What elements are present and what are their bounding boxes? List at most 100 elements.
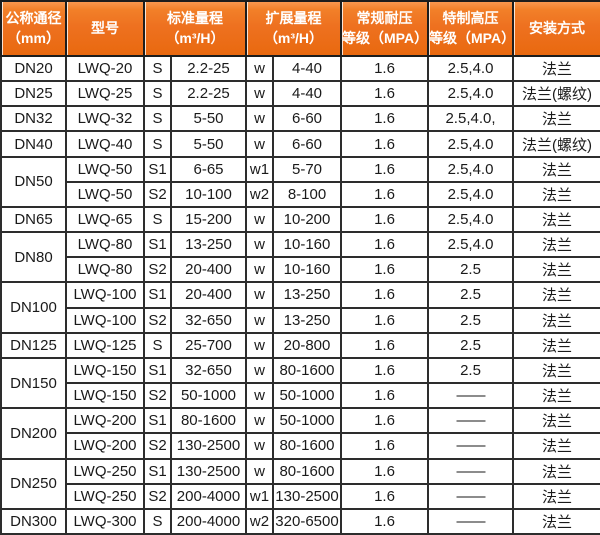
- high-pressure-cell: 2.5,4.0: [427, 155, 514, 183]
- model-cell: LWQ-80: [65, 256, 145, 284]
- dn-cell: DN250: [0, 457, 67, 510]
- header-line: 扩展量程: [265, 9, 322, 26]
- high-pressure-cell: ——: [427, 382, 514, 410]
- std-grade-code-cell: S1: [143, 155, 172, 183]
- std-grade-code-cell: S1: [143, 231, 172, 259]
- ext-range-cell: 20-800: [272, 331, 342, 359]
- model-cell: LWQ-250: [65, 457, 145, 485]
- ext-range-cell: 13-250: [272, 306, 342, 334]
- ext-range-cell: 13-250: [272, 281, 342, 309]
- table-row: DN300 LWQ-300 S 200-4000 w2 320-6500 1.6 —— 法兰: [0, 507, 600, 535]
- std-grade-code-cell: S: [143, 54, 172, 83]
- ext-grade-code-cell: w: [245, 256, 274, 284]
- std-range-cell: 2.2-25: [170, 54, 247, 83]
- std-range-cell: 32-650: [170, 306, 247, 334]
- mount-type-cell: 法兰: [512, 231, 600, 259]
- normal-pressure-cell: 1.6: [340, 105, 429, 133]
- normal-pressure-cell: 1.6: [340, 281, 429, 309]
- std-range-cell: 50-1000: [170, 382, 247, 410]
- std-range-cell: 32-650: [170, 356, 247, 385]
- header-line: 安装方式: [529, 19, 585, 36]
- ext-range-cell: 4-40: [272, 80, 342, 108]
- model-cell: LWQ-25: [65, 80, 145, 108]
- ext-grade-code-cell: w: [245, 281, 274, 309]
- std-range-cell: 130-2500: [170, 432, 247, 460]
- normal-pressure-cell: 1.6: [340, 482, 429, 510]
- mount-type-cell: 法兰: [512, 382, 600, 410]
- std-grade-code-cell: S1: [143, 407, 172, 435]
- header-line: 型号: [91, 19, 119, 36]
- normal-pressure-cell: 1.6: [340, 54, 429, 83]
- high-pressure-cell: 2.5: [427, 331, 514, 359]
- header-high-pressure: 特制高压 等级（MPA）: [427, 0, 516, 57]
- std-grade-code-cell: S2: [143, 432, 172, 460]
- dn-cell: DN300: [0, 507, 67, 535]
- dn-cell: DN100: [0, 281, 67, 334]
- header-mount-type: 安装方式: [512, 0, 600, 57]
- ext-grade-code-cell: w: [245, 54, 274, 83]
- table-row: DN250 LWQ-250 S1 130-2500 w 80-1600 1.6 —— 法兰: [0, 457, 600, 510]
- ext-grade-code-cell: w: [245, 231, 274, 259]
- header-line: （m³/H）: [263, 29, 324, 46]
- normal-pressure-cell: 1.6: [340, 331, 429, 359]
- dn-cell: DN80: [0, 231, 67, 284]
- table-row: DN80 LWQ-80 S1 13-250 w 10-160 1.6 2.5,4.0 法兰: [0, 231, 600, 284]
- high-pressure-cell: 2.5,4.0: [427, 231, 514, 259]
- dn-cell: DN25: [0, 80, 67, 108]
- table-row: DN200 LWQ-200 S1 80-1600 w 50-1000 1.6 —— 法兰: [0, 407, 600, 460]
- high-pressure-cell: ——: [427, 482, 514, 510]
- high-pressure-cell: 2.5: [427, 306, 514, 334]
- std-grade-code-cell: S: [143, 331, 172, 359]
- mount-type-cell: 法兰: [512, 155, 600, 183]
- mount-type-cell: 法兰: [512, 457, 600, 485]
- ext-range-cell: 5-70: [272, 155, 342, 183]
- high-pressure-cell: 2.5: [427, 256, 514, 284]
- std-range-cell: 20-400: [170, 281, 247, 309]
- high-pressure-cell: 2.5,4.0: [427, 180, 514, 208]
- normal-pressure-cell: 1.6: [340, 382, 429, 410]
- model-cell: LWQ-150: [65, 356, 145, 385]
- table-row: DN100 LWQ-100 S1 20-400 w 13-250 1.6 2.5 法兰: [0, 281, 600, 334]
- header-line: 等级（MPA）: [429, 29, 516, 46]
- ext-range-cell: 80-1600: [272, 457, 342, 485]
- ext-range-cell: 80-1600: [272, 432, 342, 460]
- table-row: LWQ-200 S2 130-2500 w 80-1600 1.6 —— 法兰: [1, 432, 600, 460]
- model-cell: LWQ-250: [65, 482, 145, 510]
- mount-type-cell: 法兰: [512, 205, 600, 234]
- ext-range-cell: 6-60: [272, 105, 342, 133]
- mount-type-cell: 法兰: [512, 306, 600, 334]
- high-pressure-cell: ——: [427, 457, 514, 485]
- table-row: DN32 LWQ-32 S 5-50 w 6-60 1.6 2.5,4.0, 法兰: [0, 105, 600, 133]
- high-pressure-cell: 2.5: [427, 281, 514, 309]
- mount-type-cell: 法兰: [512, 54, 600, 83]
- header-line: 公称通径: [5, 9, 62, 26]
- table-row: LWQ-250 S2 200-4000 w1 130-2500 1.6 —— 法兰: [1, 482, 600, 510]
- std-range-cell: 6-65: [170, 155, 247, 183]
- dn-cell: DN150: [0, 356, 67, 410]
- dn-cell: DN200: [0, 407, 67, 460]
- header-extended-range: 扩展量程 （m³/H）: [245, 0, 342, 57]
- normal-pressure-cell: 1.6: [340, 80, 429, 108]
- ext-grade-code-cell: w: [245, 306, 274, 334]
- table-row: LWQ-80 S2 20-400 w 10-160 1.6 2.5 法兰: [1, 256, 600, 284]
- dn-cell: DN32: [0, 105, 67, 133]
- table-row: DN50 LWQ-50 S1 6-65 w1 5-70 1.6 2.5,4.0 法兰: [0, 155, 600, 208]
- mount-type-cell: 法兰(螺纹): [512, 130, 600, 158]
- header-line: 标准量程: [167, 9, 223, 26]
- ext-range-cell: 6-60: [272, 130, 342, 158]
- std-grade-code-cell: S1: [143, 281, 172, 309]
- model-cell: LWQ-80: [65, 231, 145, 259]
- normal-pressure-cell: 1.6: [340, 130, 429, 158]
- high-pressure-cell: 2.5,4.0: [427, 54, 514, 83]
- dn-cell: DN125: [0, 331, 67, 359]
- model-cell: LWQ-40: [65, 130, 145, 158]
- std-grade-code-cell: S: [143, 105, 172, 133]
- std-range-cell: 200-4000: [170, 507, 247, 535]
- model-cell: LWQ-50: [65, 155, 145, 183]
- mount-type-cell: 法兰: [512, 507, 600, 535]
- std-grade-code-cell: S: [143, 130, 172, 158]
- normal-pressure-cell: 1.6: [340, 231, 429, 259]
- dn-cell: DN50: [0, 155, 67, 208]
- high-pressure-cell: 2.5,4.0: [427, 130, 514, 158]
- table-row: DN40 LWQ-40 S 5-50 w 6-60 1.6 2.5,4.0 法兰(螺纹): [0, 130, 600, 158]
